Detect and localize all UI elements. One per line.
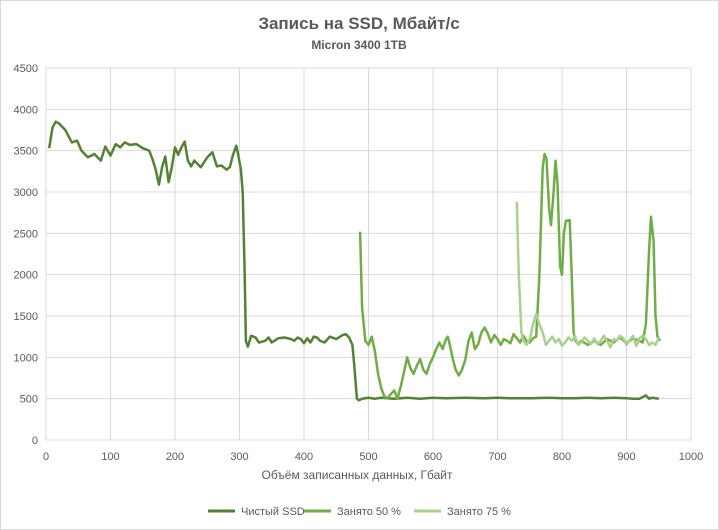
y-tick-label: 4500: [14, 63, 38, 75]
x-tick-label: 300: [230, 451, 248, 463]
x-tick-label: 100: [101, 451, 119, 463]
x-tick-label: 500: [359, 451, 377, 463]
chart-subtitle: Micron 3400 1TB: [311, 38, 407, 52]
legend-label: Занято 50 %: [337, 506, 401, 518]
x-tick-label: 600: [424, 451, 442, 463]
series-line-3: [515, 201, 660, 349]
gridlines: [45, 67, 692, 441]
x-tick-label: 900: [617, 451, 635, 463]
series-lines: [47, 120, 662, 402]
y-tick-label: 2000: [14, 270, 38, 282]
x-tick-label: 1000: [679, 451, 703, 463]
x-tick-label: 400: [295, 451, 313, 463]
y-tick-label: 1000: [14, 352, 38, 364]
y-tick-label: 0: [32, 435, 38, 447]
chart-title: Запись на SSD, Мбайт/с: [258, 14, 459, 33]
x-tick-label: 0: [43, 451, 49, 463]
y-tick-label: 3500: [14, 146, 38, 158]
legend-label: Чистый SSD: [241, 506, 305, 518]
series-line-2: [358, 152, 662, 400]
x-tick-label: 700: [488, 451, 506, 463]
x-axis-label: Объём записанных данных, Гбайт: [261, 468, 453, 482]
x-tick-label: 800: [553, 451, 571, 463]
y-tick-label: 4000: [14, 104, 38, 116]
series-line-1: [47, 120, 659, 402]
x-tick-labels: 0 100 200 300 400 500 600 700 800 900 1000: [43, 451, 703, 463]
x-tick-label: 200: [166, 451, 184, 463]
y-tick-label: 1500: [14, 311, 38, 323]
y-tick-label: 3000: [14, 187, 38, 199]
y-tick-labels: 0 500 1000 1500 2000 2500 3000 3500 4000 4500: [14, 63, 38, 447]
legend-label: Занято 75 %: [447, 506, 511, 518]
legend: Чистый SSD Занято 50 % Занято 75 %: [208, 506, 511, 518]
y-tick-label: 500: [20, 394, 38, 406]
y-tick-label: 2500: [14, 228, 38, 240]
